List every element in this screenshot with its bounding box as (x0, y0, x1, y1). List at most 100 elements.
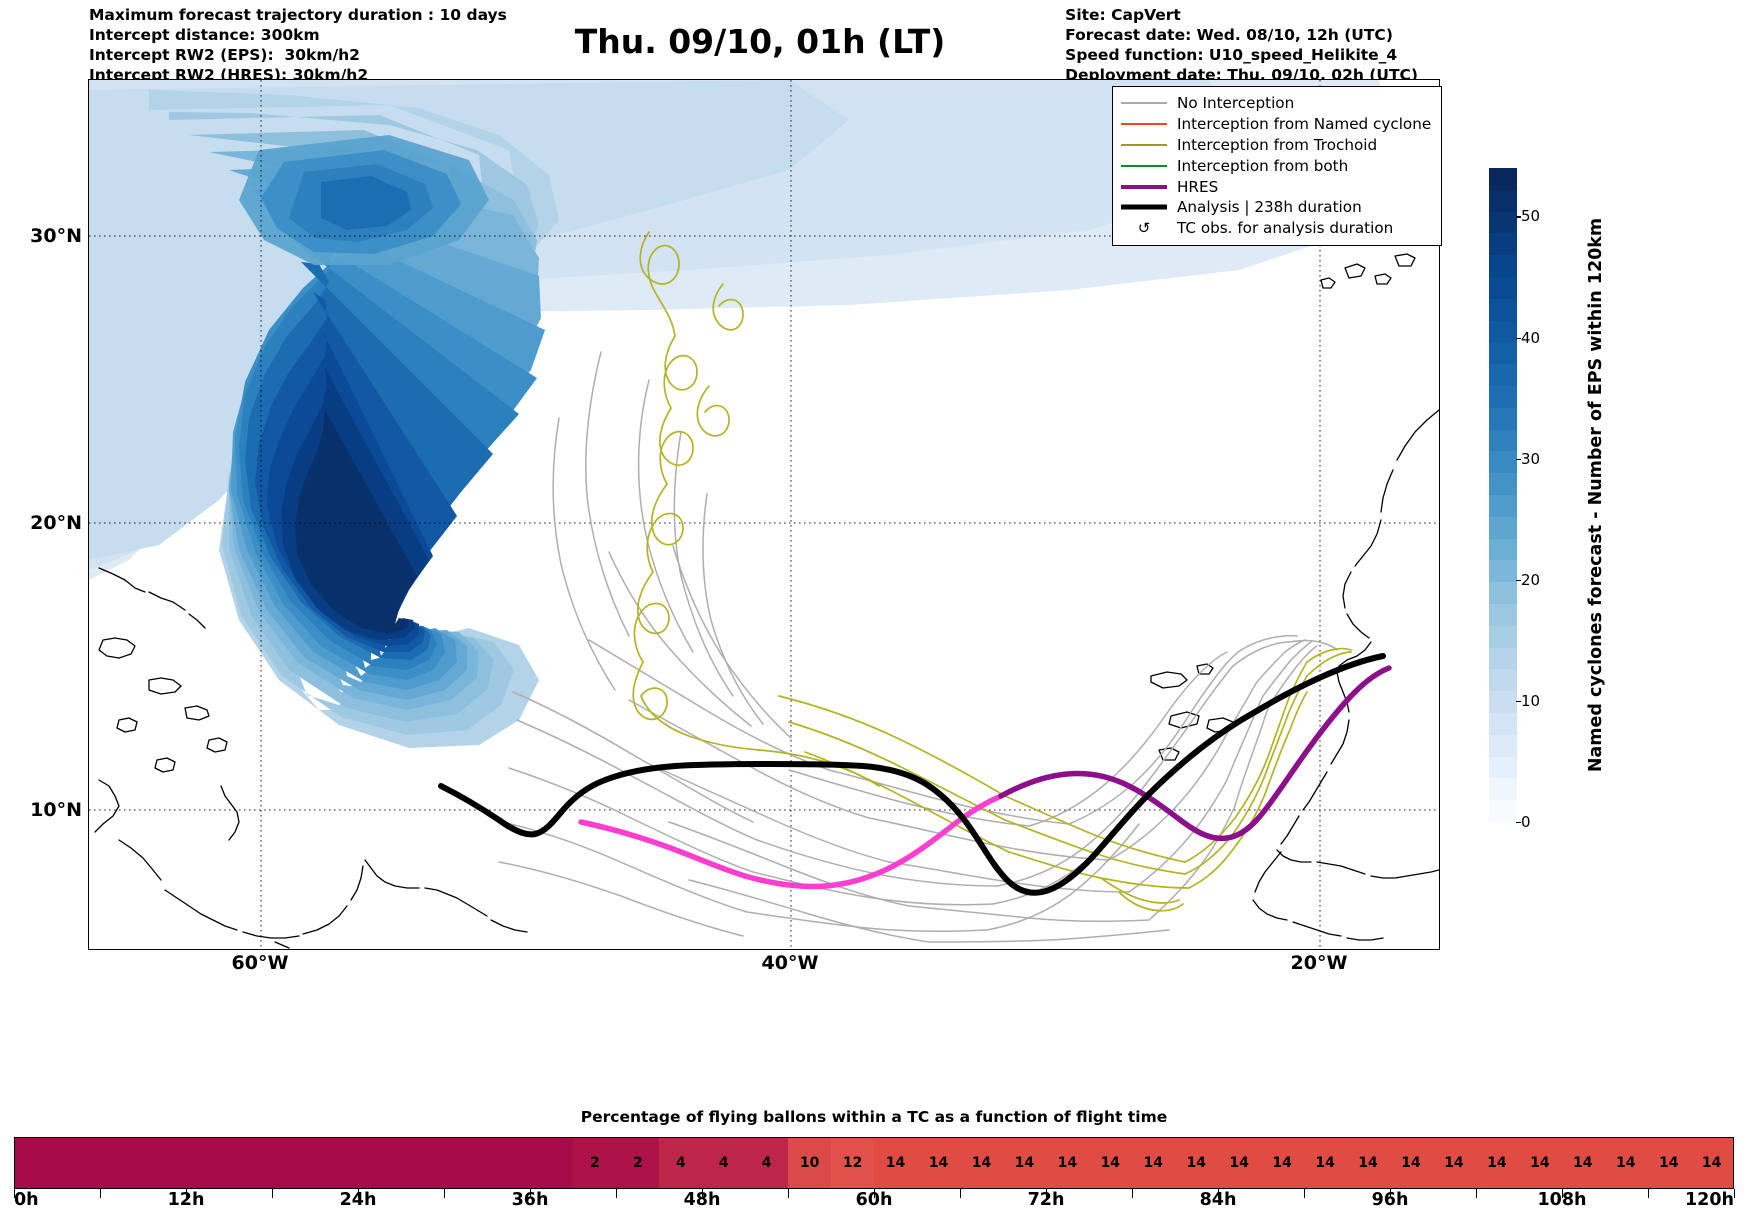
legend-label-1: Interception from Named cyclone (1177, 115, 1432, 134)
lon-tick-20w: 20°W (1290, 952, 1348, 974)
percentage-bar-cell-14: 2 (616, 1138, 660, 1188)
colorbar-segment-2 (1489, 211, 1517, 234)
colorbar-segment-17 (1489, 538, 1517, 561)
percentage-bar-cell-20: 14 (874, 1138, 918, 1188)
colorbar-segment-5 (1489, 276, 1517, 299)
percentage-bar-cell-37: 14 (1604, 1138, 1648, 1188)
colorbar-segment-15 (1489, 494, 1517, 517)
percentage-bar-cell-22: 14 (959, 1138, 1003, 1188)
legend-swatch-3 (1121, 159, 1167, 173)
header-left-line-0: Maximum forecast trajectory duration : 1… (89, 6, 507, 24)
percentage-axis-label-2: 24h (339, 1190, 377, 1210)
percentage-axis-tick (1734, 1189, 1736, 1198)
map-plot-area[interactable] (88, 79, 1440, 950)
percentage-bar-cell-13: 2 (573, 1138, 617, 1188)
percentage-bar-cell-36: 14 (1561, 1138, 1605, 1188)
eps-density-field (89, 80, 1389, 748)
lat-tick-20n: 20°N (30, 512, 82, 534)
colorbar-segment-22 (1489, 647, 1517, 670)
legend-item-6[interactable]: ↺ TC obs. for analysis duration (1121, 218, 1431, 239)
legend-swatch-5 (1121, 200, 1167, 214)
map-legend[interactable]: No Interception Interception from Named c… (1112, 86, 1443, 246)
percentage-axis-tick (272, 1189, 274, 1198)
percentage-bar-cell-15: 4 (659, 1138, 703, 1188)
percentage-axis-tick (788, 1189, 790, 1198)
lat-tick-30n: 30°N (30, 225, 82, 247)
percentage-axis-tick (1132, 1189, 1134, 1198)
header-right-line-2: Speed function: U10_speed_Helikite_4 (1065, 46, 1398, 65)
colorbar-segment-1 (1489, 189, 1517, 212)
colorbar-segment-10 (1489, 385, 1517, 408)
colorbar-tick-1: 10 (1515, 691, 1541, 710)
colorbar-segment-21 (1489, 625, 1517, 648)
percentage-bar-cell-29: 14 (1260, 1138, 1304, 1188)
percentage-bar-cell-11 (487, 1138, 531, 1188)
percentage-bar-cell-31: 14 (1346, 1138, 1390, 1188)
percentage-axis-tick (530, 1189, 532, 1198)
legend-label-6: TC obs. for analysis duration (1177, 219, 1394, 238)
percentage-axis-label-3: 36h (511, 1190, 549, 1210)
legend-item-1[interactable]: Interception from Named cyclone (1121, 114, 1431, 135)
percentage-bar-cell-23: 14 (1002, 1138, 1046, 1188)
trajectory-trochoid-interception (632, 231, 1352, 912)
header-right-info: Site: CapVert Forecast date: Wed. 08/10, … (1065, 5, 1418, 86)
legend-item-2[interactable]: Interception from Trochoid (1121, 135, 1431, 156)
percentage-bar-cell-4 (186, 1138, 230, 1188)
percentage-bar-title: Percentage of flying ballons within a TC… (580, 1108, 1168, 1126)
percentage-bar-cell-30: 14 (1303, 1138, 1347, 1188)
legend-label-0: No Interception (1177, 94, 1295, 113)
colorbar-segment-3 (1489, 233, 1517, 256)
percentage-axis-tick (1046, 1189, 1048, 1198)
colorbar-segment-16 (1489, 516, 1517, 539)
colorbar-segment-13 (1489, 451, 1517, 474)
header-left-info: Maximum forecast trajectory duration : 1… (89, 5, 507, 86)
percentage-axis-tick (1304, 1189, 1306, 1198)
legend-swatch-2 (1121, 138, 1167, 152)
colorbar-segment-23 (1489, 669, 1517, 692)
percentage-bar-cell-34: 14 (1475, 1138, 1519, 1188)
percentage-bar-cell-5 (229, 1138, 273, 1188)
percentage-axis-tick (1218, 1189, 1220, 1198)
percentage-axis-label-1: 12h (167, 1190, 205, 1210)
header-left-line-2: Intercept RW2 (EPS): 30km/h2 (89, 46, 360, 65)
legend-swatch-1 (1121, 117, 1167, 131)
percentage-axis-tick (358, 1189, 360, 1198)
lat-tick-10n: 10°N (30, 799, 82, 821)
header-right-line-0: Site: CapVert (1065, 6, 1181, 24)
colorbar-segment-29 (1489, 800, 1517, 822)
colorbar-segment-20 (1489, 603, 1517, 626)
percentage-bar-cell-10 (444, 1138, 488, 1188)
percentage-axis-tick (874, 1189, 876, 1198)
percentage-axis-tick (186, 1189, 188, 1198)
percentage-axis-tick (616, 1189, 618, 1198)
percentage-axis-label-6: 72h (1027, 1190, 1065, 1210)
legend-item-5[interactable]: Analysis | 238h duration (1121, 197, 1431, 218)
colorbar-tick-4: 40 (1515, 328, 1541, 347)
percentage-bar[interactable]: 2 2 4 4 4 10 12 14 14 14 14 14 14 14 14 14 14 14 14 14 14 14 1… (14, 1137, 1734, 1189)
percentage-axis-label-10: 120h (1685, 1190, 1734, 1210)
colorbar-segment-9 (1489, 364, 1517, 386)
percentage-bar-cell-39: 14 (1690, 1138, 1734, 1188)
hres-deployment-track (578, 793, 1004, 890)
page-title: Thu. 09/10, 01h (LT) (574, 22, 946, 61)
percentage-axis-label-7: 84h (1199, 1190, 1237, 1210)
percentage-axis-label-5: 60h (855, 1190, 893, 1210)
percentage-bar-cell-21: 14 (917, 1138, 960, 1188)
hres-forecast-track (998, 665, 1392, 842)
percentage-axis-tick (960, 1189, 962, 1198)
legend-item-4[interactable]: HRES (1121, 176, 1431, 197)
percentage-bar-cell-26: 14 (1131, 1138, 1175, 1188)
percentage-bar-cell-17: 4 (745, 1138, 789, 1188)
colorbar-segment-25 (1489, 712, 1517, 735)
percentage-axis-tick (1390, 1189, 1392, 1198)
percentage-axis-tick (1562, 1189, 1564, 1198)
colorbar-segment-12 (1489, 429, 1517, 452)
colorbar-segment-18 (1489, 560, 1517, 583)
legend-item-0[interactable]: No Interception (1121, 93, 1431, 114)
legend-item-3[interactable]: Interception from both (1121, 155, 1431, 176)
header-left-line-1: Intercept distance: 300km (89, 26, 320, 45)
colorbar[interactable] (1489, 168, 1517, 822)
header-right-line-1: Forecast date: Wed. 08/10, 12h (UTC) (1065, 26, 1393, 45)
percentage-bar-cell-33: 14 (1432, 1138, 1476, 1188)
lon-tick-40w: 40°W (761, 952, 819, 974)
